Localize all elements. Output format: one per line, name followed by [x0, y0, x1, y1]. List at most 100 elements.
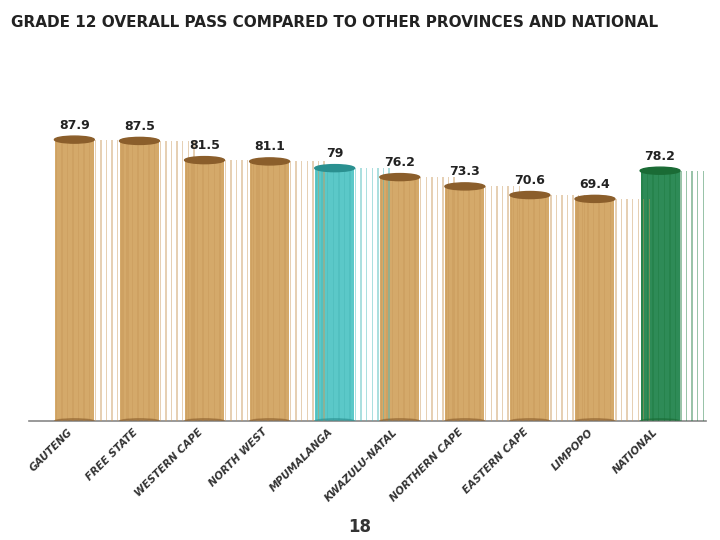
Bar	[403, 177, 405, 421]
Bar	[241, 160, 243, 421]
Bar	[578, 195, 580, 421]
Bar	[626, 199, 628, 421]
Ellipse shape	[640, 418, 680, 424]
Bar	[518, 186, 520, 421]
Bar	[451, 186, 453, 421]
Bar	[377, 168, 379, 421]
Text: GRADE 12 OVERALL PASS COMPARED TO OTHER PROVINCES AND NATIONAL: GRADE 12 OVERALL PASS COMPARED TO OTHER …	[11, 15, 658, 30]
Bar	[250, 161, 289, 421]
Bar	[258, 160, 260, 421]
Bar	[539, 195, 540, 421]
Bar	[327, 168, 328, 421]
Ellipse shape	[120, 418, 159, 424]
Bar	[383, 168, 384, 421]
Bar	[315, 168, 354, 421]
Bar	[642, 171, 643, 421]
Bar	[279, 161, 280, 421]
Bar	[321, 168, 323, 421]
Bar	[454, 177, 455, 421]
Bar	[649, 199, 650, 421]
Text: 81.1: 81.1	[254, 140, 285, 153]
Ellipse shape	[510, 192, 550, 199]
Text: 70.6: 70.6	[515, 174, 545, 187]
Bar	[446, 186, 447, 421]
Ellipse shape	[380, 418, 420, 424]
Bar	[338, 168, 340, 421]
Bar	[510, 195, 549, 421]
Bar	[463, 186, 464, 421]
Bar	[284, 161, 286, 421]
Bar	[575, 199, 614, 421]
Bar	[89, 140, 91, 421]
Ellipse shape	[510, 418, 550, 424]
Ellipse shape	[120, 137, 159, 144]
Bar	[307, 161, 308, 421]
Bar	[388, 168, 390, 421]
Bar	[397, 177, 399, 421]
Bar	[143, 141, 144, 421]
Bar	[318, 161, 319, 421]
Text: 18: 18	[348, 517, 372, 536]
Bar	[380, 177, 419, 421]
Bar	[349, 168, 351, 421]
Bar	[343, 168, 345, 421]
Bar	[615, 199, 616, 421]
Bar	[637, 199, 639, 421]
Bar	[208, 160, 210, 421]
Bar	[632, 199, 634, 421]
Ellipse shape	[184, 157, 225, 164]
Bar	[420, 177, 421, 421]
Bar	[61, 140, 63, 421]
Ellipse shape	[250, 418, 289, 424]
Bar	[442, 177, 444, 421]
Bar	[55, 140, 94, 421]
Ellipse shape	[575, 418, 615, 424]
Bar	[544, 195, 546, 421]
Bar	[176, 141, 178, 421]
Bar	[117, 140, 118, 421]
Text: 78.2: 78.2	[644, 150, 675, 163]
Bar	[192, 160, 193, 421]
Bar	[647, 171, 648, 421]
Text: 69.4: 69.4	[580, 178, 611, 191]
Bar	[236, 160, 238, 421]
Bar	[138, 141, 139, 421]
Bar	[582, 199, 583, 421]
Bar	[480, 186, 481, 421]
Bar	[502, 186, 503, 421]
Bar	[316, 168, 318, 421]
Bar	[584, 195, 585, 421]
Ellipse shape	[380, 173, 420, 180]
Ellipse shape	[575, 195, 615, 202]
Bar	[641, 171, 680, 421]
Bar	[84, 140, 85, 421]
Bar	[522, 195, 523, 421]
Bar	[121, 141, 122, 421]
Ellipse shape	[55, 136, 94, 143]
Bar	[598, 199, 600, 421]
Bar	[122, 140, 124, 421]
Bar	[273, 161, 274, 421]
Bar	[120, 141, 159, 421]
Bar	[528, 195, 529, 421]
Bar	[295, 161, 297, 421]
Bar	[511, 195, 513, 421]
Bar	[508, 186, 509, 421]
Bar	[219, 160, 220, 421]
Ellipse shape	[184, 418, 225, 424]
Bar	[225, 160, 226, 421]
Text: 81.5: 81.5	[189, 139, 220, 152]
Ellipse shape	[55, 418, 94, 424]
Bar	[202, 160, 204, 421]
Bar	[550, 195, 552, 421]
Bar	[714, 171, 715, 421]
Bar	[106, 140, 107, 421]
Bar	[448, 177, 449, 421]
Bar	[409, 177, 410, 421]
Bar	[534, 195, 535, 421]
Bar	[262, 161, 264, 421]
Bar	[431, 177, 433, 421]
Bar	[100, 140, 102, 421]
Bar	[187, 141, 189, 421]
Bar	[193, 141, 194, 421]
